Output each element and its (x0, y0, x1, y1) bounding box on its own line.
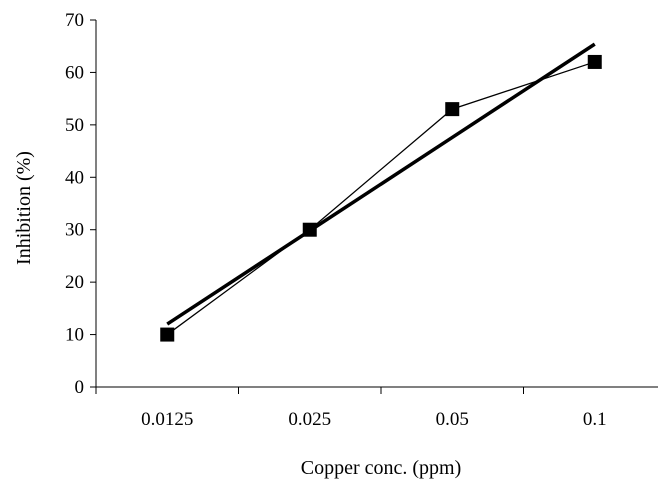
y-axis: 0 10 20 30 40 50 60 70 (65, 10, 97, 398)
x-axis-title: Copper conc. (ppm) (301, 457, 462, 479)
data-point (302, 222, 317, 237)
x-axis: 0.0125 0.025 0.05 0.1 (95, 386, 658, 430)
trendline (166, 42, 596, 326)
data-point (445, 102, 460, 117)
x-tick-label: 0.1 (583, 409, 607, 430)
y-tick-label: 0 (75, 377, 85, 398)
x-tick-label: 0.0125 (141, 409, 193, 430)
y-tick-label: 60 (65, 62, 84, 83)
x-tick-label: 0.05 (436, 409, 469, 430)
y-axis-title: Inhibition (%) (13, 151, 35, 265)
y-tick-label: 50 (65, 115, 84, 136)
series-line (166, 61, 595, 336)
data-point (587, 54, 602, 69)
y-tick-label: 30 (65, 220, 84, 241)
data-point (160, 327, 175, 342)
y-tick-label: 40 (65, 167, 84, 188)
y-tick-label: 70 (65, 10, 84, 31)
y-tick-label: 20 (65, 272, 84, 293)
y-tick-label: 10 (65, 325, 84, 346)
plot-area (160, 42, 602, 342)
x-tick-label: 0.025 (288, 409, 331, 430)
